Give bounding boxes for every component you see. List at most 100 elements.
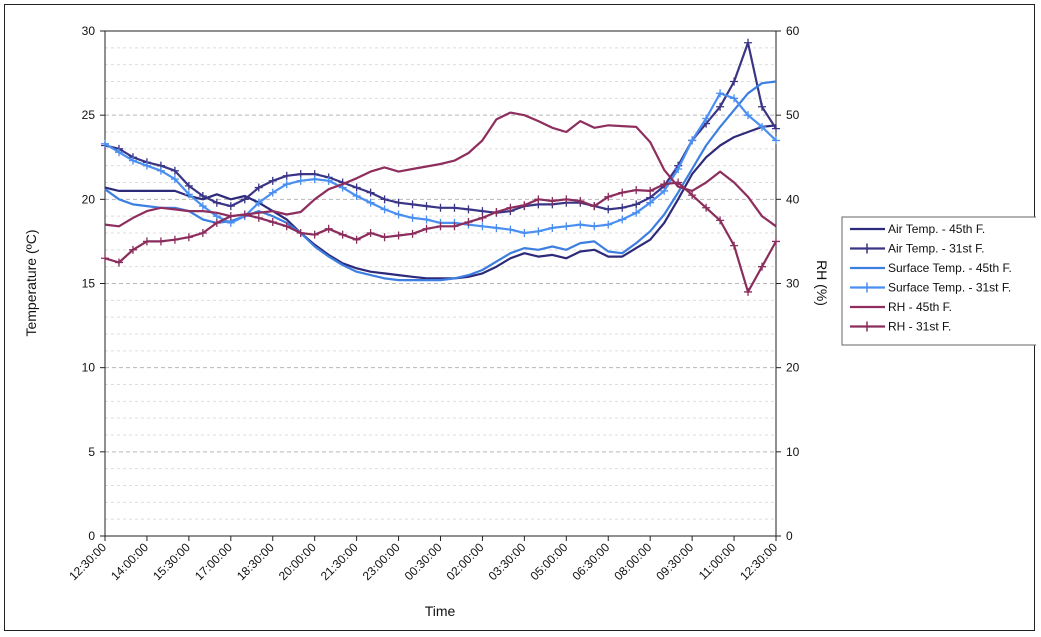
- x-tick-label: 03:30:00: [486, 540, 529, 583]
- series-point: [268, 218, 277, 227]
- series-point: [604, 205, 613, 214]
- series-point: [310, 230, 319, 239]
- y-left-tick-label: 30: [82, 24, 96, 38]
- series-point: [716, 102, 725, 111]
- x-tick-label: 00:30:00: [402, 540, 445, 583]
- series-point: [128, 245, 137, 254]
- series-point: [394, 210, 403, 219]
- series-point: [184, 190, 193, 199]
- series-point: [744, 38, 753, 47]
- legend-marker: [863, 243, 871, 254]
- series-point: [646, 186, 655, 195]
- series-point: [282, 180, 291, 189]
- series-point: [520, 229, 529, 237]
- series-point: [366, 198, 375, 207]
- series-point: [296, 170, 305, 179]
- series-point: [422, 202, 431, 211]
- series-point: [660, 180, 669, 189]
- series-line: [104, 41, 777, 214]
- series-point: [702, 114, 711, 123]
- x-tick-label: 12:30:00: [737, 540, 780, 583]
- y-right-tick-label: 30: [786, 277, 800, 291]
- series-point: [198, 229, 207, 237]
- series-point: [324, 176, 333, 185]
- y-left-tick-label: 15: [82, 277, 96, 291]
- legend-marker: [863, 282, 871, 293]
- x-tick-label: 08:00:00: [611, 540, 654, 583]
- series-point: [114, 258, 123, 267]
- series-point: [632, 186, 641, 195]
- x-tick-label: 05:00:00: [527, 540, 570, 583]
- series-point: [632, 208, 641, 217]
- series-point: [268, 188, 277, 197]
- series-point: [128, 156, 137, 165]
- x-tick-label: 20:00:00: [276, 540, 319, 583]
- series-point: [380, 195, 389, 204]
- x-tick-label: 06:30:00: [569, 540, 612, 583]
- series-point: [282, 222, 291, 231]
- series-point: [744, 111, 753, 120]
- series-point: [170, 235, 179, 244]
- series-point: [101, 139, 109, 148]
- series-point: [548, 223, 557, 232]
- series-point: [716, 216, 725, 225]
- y-axis-right-title: RH (%): [814, 260, 830, 306]
- series-point: [366, 229, 375, 237]
- series-point: [506, 203, 515, 212]
- series-point: [170, 166, 179, 175]
- series-point: [772, 237, 780, 246]
- series-point: [618, 188, 627, 197]
- series-point: [212, 198, 221, 207]
- series-point: [422, 215, 431, 224]
- series-point: [604, 192, 613, 201]
- series-point: [324, 224, 333, 233]
- series-point: [394, 231, 403, 240]
- x-tick-label: 17:00:00: [192, 540, 235, 583]
- series-point: [688, 136, 697, 145]
- series-point: [240, 195, 249, 204]
- y-left-tick-label: 0: [88, 529, 95, 543]
- series-point: [492, 207, 501, 216]
- y-left-tick-label: 5: [88, 445, 95, 459]
- series-point: [380, 205, 389, 214]
- x-tick-label: 23:00:00: [360, 540, 403, 583]
- series-point: [352, 235, 361, 244]
- legend-label: Air Temp. - 31st F.: [888, 242, 984, 256]
- series-point: [730, 77, 739, 86]
- x-tick-label: 14:00:00: [108, 540, 151, 583]
- series-line: [104, 124, 777, 280]
- series-point: [660, 186, 669, 195]
- series-point: [198, 202, 207, 211]
- series-point: [702, 203, 711, 212]
- legend: Air Temp. - 45th F. Air Temp. - 31st F. Su…: [841, 216, 1036, 346]
- series-point: [772, 124, 780, 133]
- series-point: [772, 136, 780, 145]
- y-axis-left-ticks: 0 5 10 15 20 25 30: [82, 24, 105, 543]
- series-point: [618, 203, 627, 212]
- series-point: [338, 230, 347, 239]
- y-right-tick-label: 40: [786, 192, 800, 206]
- series-point: [758, 262, 767, 271]
- series-point: [464, 218, 473, 227]
- series-point: [408, 200, 417, 209]
- series-point: [716, 89, 725, 98]
- series-point: [198, 191, 207, 200]
- y-right-tick-label: 0: [786, 529, 793, 543]
- grid: [105, 47, 776, 520]
- y-right-tick-label: 10: [786, 445, 800, 459]
- legend-label: Surface Temp. - 31st F.: [888, 281, 1011, 295]
- y-left-tick-label: 10: [82, 361, 96, 375]
- series-point: [478, 213, 487, 222]
- series-point: [730, 94, 739, 103]
- series-point: [450, 222, 459, 231]
- series-point: [576, 220, 585, 229]
- series-point: [408, 229, 417, 238]
- series-point: [674, 178, 683, 187]
- series-point: [478, 207, 487, 216]
- series-point: [520, 201, 529, 210]
- y-axis-left-title: Temperature (ºC): [23, 229, 39, 336]
- x-tick-label: 11:00:00: [696, 540, 739, 583]
- series-point: [590, 222, 599, 231]
- legend-label: Air Temp. - 45th F.: [888, 222, 985, 236]
